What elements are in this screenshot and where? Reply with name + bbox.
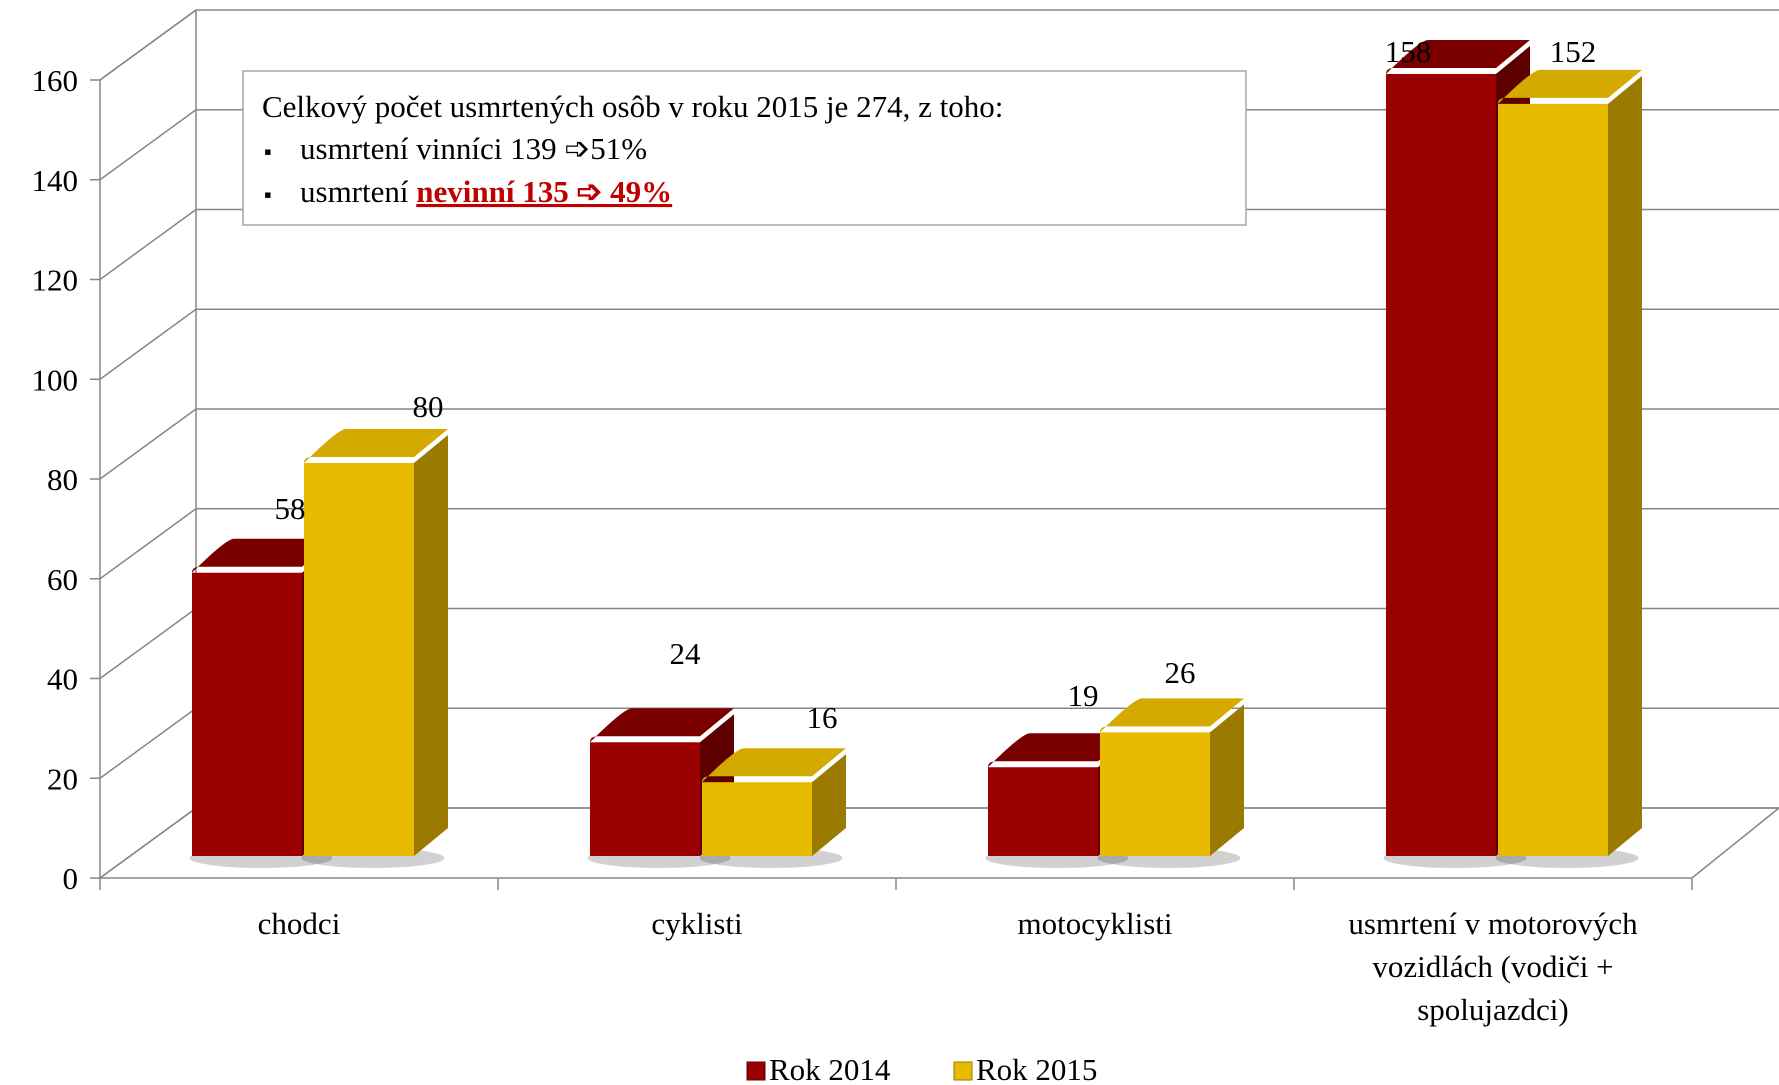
floor bbox=[97, 807, 1779, 879]
bar-rok-2015-1 bbox=[699, 748, 846, 868]
bar-rok-2015-3 bbox=[1495, 69, 1642, 868]
legend-item: Rok 2014 bbox=[746, 1052, 891, 1085]
bar-top bbox=[1386, 39, 1530, 74]
y-tick-label: 160 bbox=[32, 63, 79, 98]
data-label: 26 bbox=[1165, 655, 1196, 690]
annotation-box-frame bbox=[242, 70, 1247, 226]
bar-top bbox=[988, 733, 1132, 768]
y-tick-label: 120 bbox=[32, 263, 79, 298]
legend-swatch bbox=[953, 1061, 973, 1081]
y-tick-label: 140 bbox=[32, 163, 79, 198]
legend-item: Rok 2015 bbox=[953, 1052, 1097, 1085]
bar-rok-2015-2 bbox=[1097, 698, 1244, 868]
x-category-label: spolujazdci) bbox=[1417, 992, 1569, 1027]
data-label: 158 bbox=[1385, 34, 1432, 69]
side-gridline bbox=[99, 408, 197, 480]
bar-side bbox=[1210, 704, 1244, 856]
annotation-title: Celkový počet usmrtených osôb v roku 201… bbox=[262, 89, 1003, 124]
side-gridline bbox=[99, 109, 197, 181]
bar-rok-2015-0 bbox=[301, 429, 448, 868]
bar-front bbox=[590, 742, 700, 856]
bar-top bbox=[702, 748, 846, 783]
bar-top bbox=[1100, 698, 1244, 733]
legend-swatch bbox=[746, 1061, 766, 1081]
bar-front bbox=[304, 463, 414, 856]
side-gridline bbox=[99, 9, 197, 81]
x-category-label: usmrtení v motorových bbox=[1348, 906, 1638, 941]
annotation-box: Celkový počet usmrtených osôb v roku 201… bbox=[242, 70, 1247, 226]
data-label: 19 bbox=[1068, 678, 1099, 713]
annotation-item-2: usmrtení nevinní 135 ➩ 49% bbox=[300, 174, 672, 209]
bar-front bbox=[1498, 103, 1608, 856]
x-axis: chodci cyklisti motocyklisti usmrtení v mot… bbox=[99, 878, 1693, 1027]
x-category-label: vozidlách (vodiči + bbox=[1372, 949, 1613, 984]
bar-front bbox=[1100, 732, 1210, 856]
annotation-item-2-highlight: nevinní 135 ➩ 49% bbox=[416, 174, 672, 209]
data-labels: 58 24 19 158 80 16 26 152 bbox=[275, 34, 1597, 735]
bar-side bbox=[414, 435, 448, 856]
y-axis: 0 20 40 60 80 100 120 140 160 bbox=[32, 63, 101, 896]
data-label: 16 bbox=[807, 700, 838, 735]
side-gridline bbox=[99, 607, 197, 680]
data-label: 80 bbox=[413, 389, 444, 424]
bar-side bbox=[812, 754, 846, 856]
bars bbox=[189, 39, 1642, 868]
y-tick-label: 60 bbox=[47, 562, 78, 597]
y-tick-label: 100 bbox=[32, 362, 79, 397]
side-gridline bbox=[99, 208, 197, 281]
side-gridline bbox=[99, 508, 197, 580]
legend-label: Rok 2014 bbox=[769, 1052, 891, 1085]
annotation-bullet-2: ▪ bbox=[264, 182, 272, 207]
bar-top bbox=[192, 538, 336, 573]
bar-top bbox=[304, 429, 448, 463]
annotation-bullet-1: ▪ bbox=[264, 139, 272, 164]
data-label: 58 bbox=[275, 491, 306, 526]
bar-side bbox=[1608, 75, 1642, 856]
bar-front bbox=[702, 782, 812, 856]
legend: Rok 2014 Rok 2015 bbox=[746, 1052, 1097, 1085]
y-tick-label: 40 bbox=[47, 662, 78, 697]
bar-top bbox=[1498, 69, 1642, 104]
bar-front bbox=[192, 572, 302, 856]
side-gridline bbox=[99, 707, 197, 779]
data-label: 152 bbox=[1550, 34, 1597, 69]
bar-top bbox=[590, 708, 734, 743]
y-tick-label: 0 bbox=[63, 861, 79, 896]
annotation-item-1: usmrtení vinníci 139 ➩51% bbox=[300, 131, 647, 166]
y-tick-label: 80 bbox=[47, 462, 78, 497]
side-gridline bbox=[99, 308, 197, 380]
legend-label: Rok 2015 bbox=[976, 1052, 1097, 1085]
annotation-item-2-prefix: usmrtení bbox=[300, 174, 416, 209]
y-tick-label: 20 bbox=[47, 761, 78, 796]
x-category-label: motocyklisti bbox=[1018, 906, 1173, 941]
data-label: 24 bbox=[670, 636, 702, 671]
bar-front bbox=[988, 767, 1098, 856]
x-category-label: cyklisti bbox=[651, 906, 743, 941]
x-category-label: chodci bbox=[258, 906, 341, 941]
bar-front bbox=[1386, 73, 1496, 857]
